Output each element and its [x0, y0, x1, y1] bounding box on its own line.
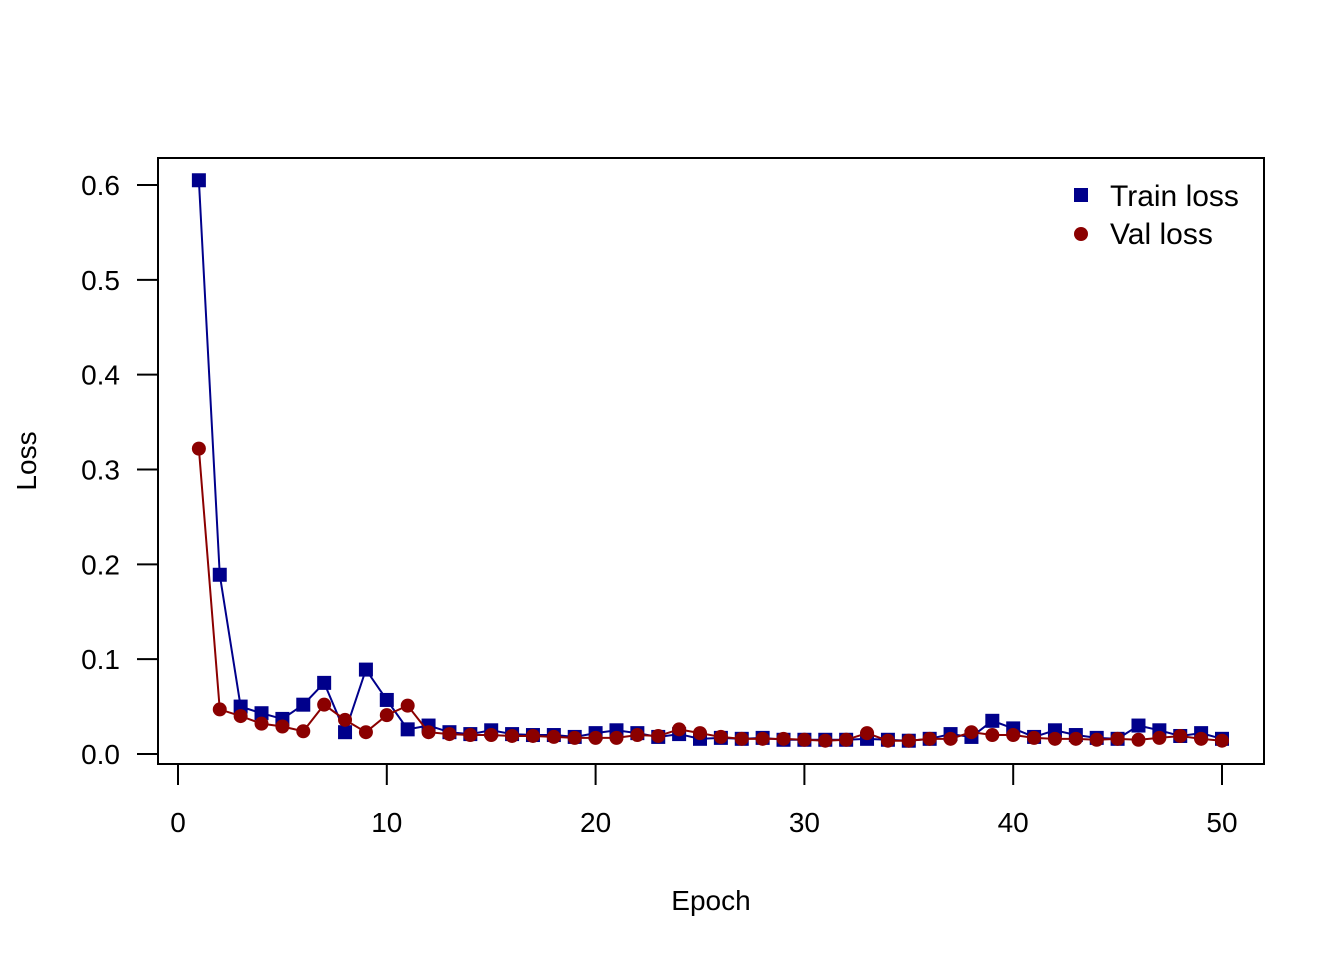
y-tick-label: 0.4 — [81, 360, 120, 391]
point-val-loss — [1131, 732, 1146, 747]
point-train-loss — [212, 567, 227, 582]
x-axis: 0 10 20 30 40 50 — [170, 763, 1238, 838]
point-val-loss — [880, 733, 895, 748]
legend-marker-train-loss — [1074, 188, 1088, 202]
point-val-loss — [922, 731, 937, 746]
y-tick-label: 0.0 — [81, 739, 120, 770]
y-tick-label: 0.6 — [81, 170, 120, 201]
point-train-loss — [379, 692, 394, 707]
point-val-loss — [1027, 730, 1042, 745]
point-train-loss — [358, 662, 373, 677]
point-val-loss — [1152, 730, 1167, 745]
point-val-loss — [713, 729, 728, 744]
series-layer — [191, 173, 1229, 748]
point-val-loss — [1194, 731, 1209, 746]
legend-label-train-loss: Train loss — [1110, 180, 1239, 213]
point-val-loss — [1110, 731, 1125, 746]
legend-marker-val-loss — [1074, 227, 1088, 241]
x-tick-label: 20 — [580, 807, 611, 838]
point-val-loss — [1215, 733, 1229, 748]
legend-label-val-loss: Val loss — [1110, 218, 1213, 251]
point-train-loss — [338, 725, 353, 740]
point-val-loss — [609, 730, 624, 745]
point-val-loss — [651, 728, 666, 743]
point-val-loss — [943, 731, 958, 746]
y-tick-label: 0.1 — [81, 644, 120, 675]
point-val-loss — [860, 726, 875, 741]
point-val-loss — [964, 725, 979, 740]
point-train-loss — [400, 722, 415, 737]
point-val-loss — [818, 733, 833, 748]
point-val-loss — [254, 716, 269, 731]
point-train-loss — [296, 697, 311, 712]
x-tick-label: 50 — [1206, 807, 1237, 838]
point-val-loss — [505, 728, 520, 743]
point-val-loss — [338, 712, 353, 727]
point-val-loss — [546, 729, 561, 744]
point-val-loss — [463, 728, 478, 743]
point-val-loss — [484, 728, 499, 743]
point-val-loss — [191, 441, 206, 456]
point-val-loss — [985, 728, 1000, 743]
point-train-loss — [1131, 718, 1146, 733]
point-val-loss — [1173, 728, 1188, 743]
point-val-loss — [1006, 728, 1021, 743]
point-val-loss — [901, 733, 916, 748]
point-val-loss — [797, 732, 812, 747]
point-val-loss — [421, 725, 436, 740]
point-val-loss — [317, 697, 332, 712]
point-val-loss — [525, 728, 540, 743]
point-train-loss — [985, 713, 1000, 728]
y-tick-label: 0.2 — [81, 549, 120, 580]
y-tick-label: 0.3 — [81, 455, 120, 486]
point-val-loss — [588, 730, 603, 745]
point-val-loss — [1089, 732, 1104, 747]
point-val-loss — [693, 726, 707, 741]
legend: Train loss Val loss — [1074, 180, 1239, 251]
point-val-loss — [630, 728, 645, 743]
x-tick-label: 40 — [998, 807, 1029, 838]
point-val-loss — [1047, 731, 1062, 746]
series-line-val-loss — [197, 448, 1223, 742]
point-val-loss — [212, 702, 227, 717]
x-axis-title: Epoch — [671, 885, 750, 916]
x-tick-label: 30 — [789, 807, 820, 838]
point-val-loss — [233, 709, 248, 724]
point-val-loss — [734, 731, 749, 746]
y-axis: 0.0 0.1 0.2 0.3 0.4 0.5 0.6 — [81, 170, 159, 770]
point-train-loss — [254, 706, 269, 721]
point-val-loss — [442, 727, 457, 742]
y-tick-label: 0.5 — [81, 265, 120, 296]
point-val-loss — [358, 725, 373, 740]
point-val-loss — [379, 708, 394, 723]
plot-frame — [157, 157, 1265, 765]
point-val-loss — [567, 730, 582, 745]
point-train-loss — [191, 173, 206, 188]
point-train-loss — [317, 675, 332, 690]
x-tick-label: 0 — [170, 807, 186, 838]
y-axis-title: Loss — [11, 431, 42, 490]
series-line-train-loss — [197, 180, 1223, 742]
point-val-loss — [1068, 731, 1083, 746]
point-val-loss — [839, 732, 854, 747]
point-val-loss — [400, 698, 415, 713]
point-val-loss — [672, 722, 687, 737]
x-tick-label: 10 — [371, 807, 402, 838]
point-val-loss — [776, 731, 791, 746]
point-val-loss — [296, 724, 311, 739]
point-val-loss — [755, 731, 770, 746]
point-val-loss — [275, 719, 290, 734]
